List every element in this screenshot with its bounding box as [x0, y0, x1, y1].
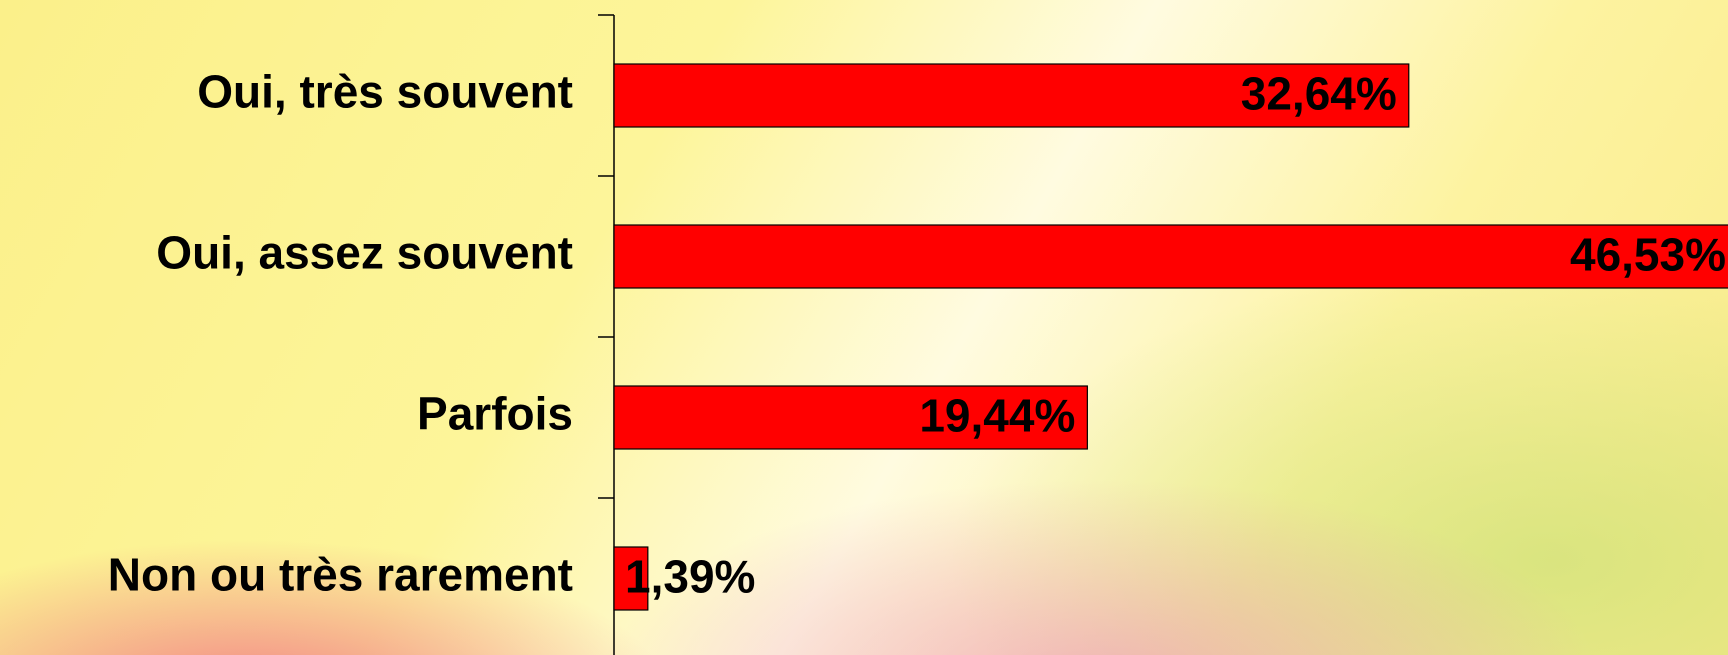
value-label: 32,64%	[1241, 68, 1397, 120]
category-label: Oui, assez souvent	[156, 227, 573, 279]
value-label: 19,44%	[919, 390, 1075, 442]
value-label: 1,39%	[625, 551, 755, 603]
category-label: Non ou très rarement	[108, 549, 573, 601]
category-label: Oui, très souvent	[197, 66, 573, 118]
bar	[613, 385, 1088, 450]
bar	[613, 63, 1410, 128]
category-label: Parfois	[417, 388, 573, 440]
bar	[613, 546, 649, 611]
value-label: 46,53%	[1570, 229, 1726, 281]
bar	[613, 224, 1728, 289]
